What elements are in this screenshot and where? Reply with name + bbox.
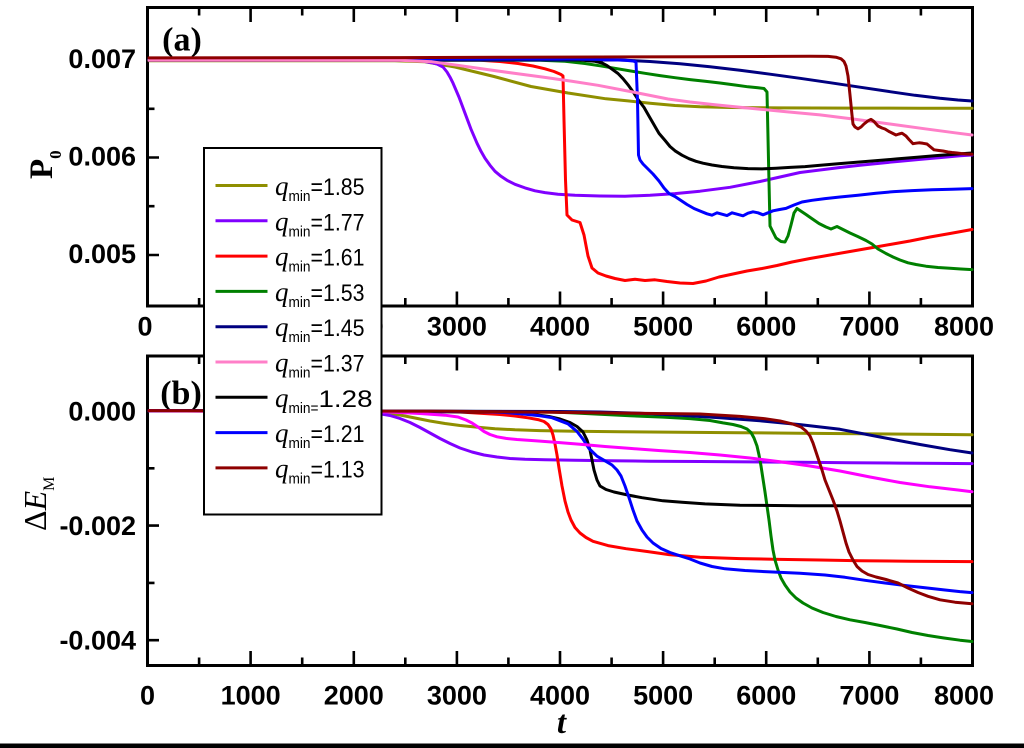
- svg-text:(a): (a): [162, 22, 202, 59]
- svg-text:1000: 1000: [221, 681, 281, 711]
- svg-text:3000: 3000: [427, 681, 487, 711]
- svg-text:5000: 5000: [633, 681, 693, 711]
- svg-text:3000: 3000: [427, 312, 487, 342]
- svg-text:0.000: 0.000: [68, 397, 136, 427]
- svg-text:0: 0: [140, 681, 155, 711]
- svg-text:t: t: [557, 705, 567, 741]
- svg-text:7000: 7000: [839, 312, 899, 342]
- svg-text:4000: 4000: [530, 681, 590, 711]
- svg-text:0.007: 0.007: [68, 44, 136, 74]
- svg-text:0.006: 0.006: [68, 142, 136, 172]
- svg-text:qmin=1.85: qmin=1.85: [275, 171, 365, 205]
- svg-text:-0.002: -0.002: [59, 511, 136, 541]
- svg-text:5000: 5000: [633, 312, 693, 342]
- svg-text:qmin=1.53: qmin=1.53: [275, 277, 365, 311]
- svg-text:6000: 6000: [736, 681, 796, 711]
- svg-text:2000: 2000: [324, 681, 384, 711]
- svg-text:0: 0: [137, 312, 152, 342]
- svg-text:8000: 8000: [934, 312, 994, 342]
- svg-text:-0.004: -0.004: [59, 626, 136, 656]
- svg-text:8000: 8000: [934, 681, 994, 711]
- svg-text:qmin=1.61: qmin=1.61: [275, 242, 365, 276]
- svg-text:qmin=1.21: qmin=1.21: [275, 418, 365, 452]
- svg-text:0.005: 0.005: [68, 239, 136, 269]
- svg-text:qmin=1.45: qmin=1.45: [275, 312, 365, 346]
- svg-text:7000: 7000: [839, 681, 899, 711]
- svg-text:6000: 6000: [736, 312, 796, 342]
- svg-text:qmin=1.77: qmin=1.77: [275, 206, 365, 240]
- svg-text:4000: 4000: [530, 312, 590, 342]
- svg-text:qmin=1.37: qmin=1.37: [275, 348, 365, 382]
- svg-text:qmin=1.13: qmin=1.13: [275, 453, 365, 487]
- svg-text:(b): (b): [160, 375, 202, 412]
